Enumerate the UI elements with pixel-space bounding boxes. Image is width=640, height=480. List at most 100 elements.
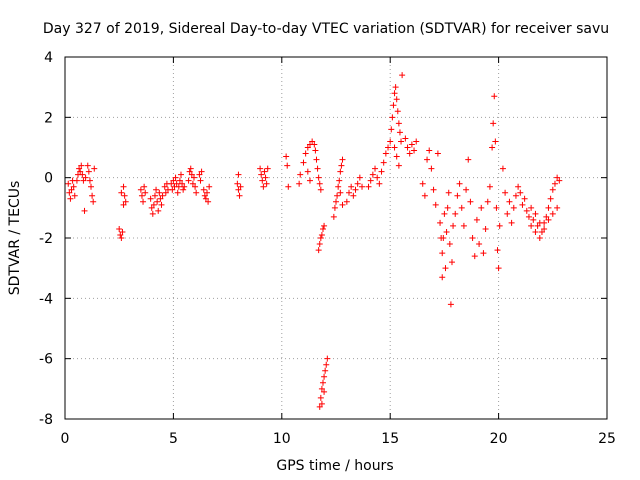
data-point-marker [441,210,448,217]
data-point-marker [285,183,292,190]
data-point-marker [170,177,177,184]
data-point-marker [463,186,470,193]
data-point-marker [158,201,165,208]
data-point-marker [352,186,359,193]
data-point-marker [306,177,313,184]
data-point-marker [437,219,444,226]
data-point-marker [337,168,344,175]
data-point-marker [336,177,343,184]
data-point-marker [374,174,381,181]
data-point-marker [321,222,328,229]
data-point-marker [159,192,166,199]
data-point-marker [302,150,309,157]
data-point-marker [471,253,478,260]
data-point-marker [385,144,392,151]
data-point-marker [434,150,441,157]
x-tick-label: 20 [490,431,508,447]
data-point-marker [296,180,303,187]
data-point-marker [168,180,175,187]
data-point-marker [309,138,316,145]
data-point-marker [339,201,346,208]
chart-title: Day 327 of 2019, Sidereal Day-to-day VTE… [43,21,609,37]
data-point-marker [319,379,326,386]
data-point-marker [443,228,450,235]
data-point-marker [76,165,83,172]
data-point-marker [204,189,211,196]
data-point-marker [486,183,493,190]
data-point-marker [91,165,98,172]
data-point-marker [201,192,208,199]
y-tick-label: 2 [44,110,53,126]
data-point-marker [337,189,344,196]
data-point-marker [318,400,325,407]
data-point-marker [350,192,357,199]
data-point-marker [439,274,446,281]
data-point-marker [482,225,489,232]
data-point-marker [77,168,84,175]
y-tick-label: -8 [39,412,53,428]
data-point-marker [234,180,241,187]
data-point-marker [187,165,194,172]
data-point-marker [445,189,452,196]
data-point-marker [447,301,454,308]
data-point-marker [508,219,515,226]
data-point-marker [86,177,93,184]
data-point-marker [172,174,179,181]
data-point-marker [512,192,519,199]
data-point-marker [140,198,147,205]
data-point-marker [523,207,530,214]
data-point-marker [402,135,409,142]
data-point-marker [66,189,73,196]
x-tick-label: 10 [273,431,291,447]
data-point-marker [406,150,413,157]
data-point-marker [536,235,543,241]
data-point-marker [521,195,528,202]
y-tick-label: 4 [44,50,53,66]
data-point-marker [515,183,522,190]
data-point-marker [85,168,92,175]
data-point-marker [476,241,483,248]
data-point-marker [157,195,164,202]
data-point-marker [528,222,535,229]
data-point-marker [541,225,548,232]
data-point-marker [359,183,366,190]
data-point-marker [118,189,125,196]
data-point-marker [473,216,480,223]
data-point-marker [490,120,497,127]
data-point-marker [413,138,420,145]
data-point-marker [89,192,96,199]
data-point-marker [162,189,169,196]
data-point-marker [264,165,271,172]
data-point-marker [408,141,415,148]
data-point-marker [263,180,270,187]
data-point-marker [333,198,339,205]
data-point-marker [532,210,539,217]
data-point-marker [189,180,196,187]
data-point-marker [313,156,320,163]
data-point-marker [502,189,509,196]
data-point-marker [156,189,163,196]
data-point-marker [446,241,453,248]
data-point-marker [316,180,323,187]
data-point-marker [78,162,85,169]
data-point-marker [372,165,379,172]
data-point-marker [321,388,328,395]
data-point-marker [179,180,186,187]
data-point-marker [141,183,148,190]
data-point-marker [395,120,402,127]
data-point-marker [348,183,355,190]
tick-labels: 0 5 10 15 20 25 -8 -6 -4 -2 0 2 4 [39,50,616,447]
data-point-marker [198,168,205,175]
data-point-marker [554,204,561,211]
data-point-marker [304,168,311,175]
data-point-marker [149,210,156,217]
data-point-marker [142,189,149,196]
data-point-marker [117,231,124,238]
data-point-marker [322,367,329,374]
data-point-marker [467,198,474,205]
data-point-marker [257,165,264,172]
data-point-marker [465,156,472,163]
data-point-marker [388,126,395,133]
data-point-marker [150,201,157,208]
data-point-marker [321,373,328,380]
